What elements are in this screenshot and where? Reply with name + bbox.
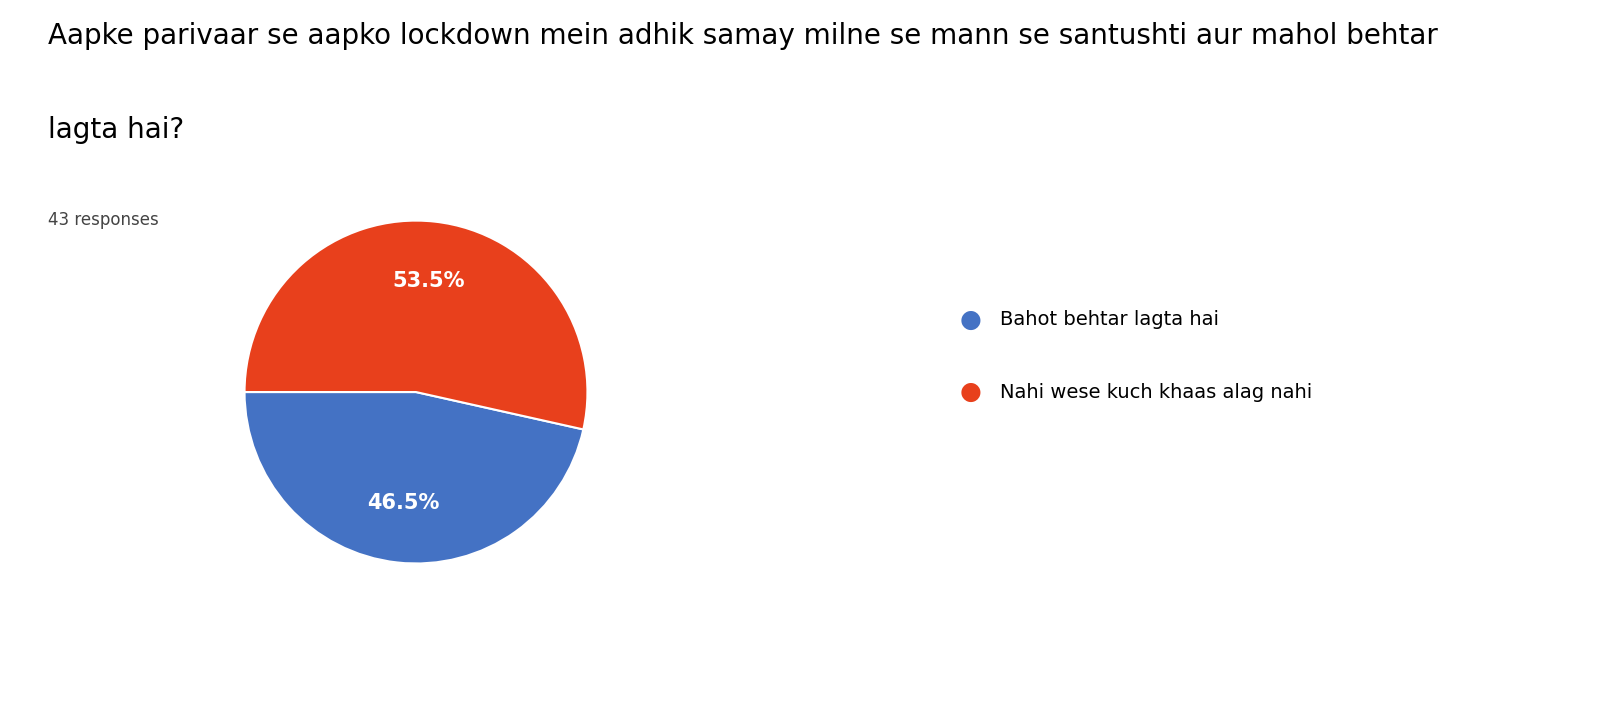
Text: ●: ● — [960, 307, 982, 332]
Text: ●: ● — [960, 380, 982, 404]
Text: 46.5%: 46.5% — [368, 493, 440, 513]
Text: lagta hai?: lagta hai? — [48, 116, 184, 144]
Text: 53.5%: 53.5% — [392, 272, 464, 291]
Text: Bahot behtar lagta hai: Bahot behtar lagta hai — [1000, 310, 1219, 329]
Text: Aapke parivaar se aapko lockdown mein adhik samay milne se mann se santushti aur: Aapke parivaar se aapko lockdown mein ad… — [48, 22, 1438, 50]
Text: 43 responses: 43 responses — [48, 211, 158, 229]
Wedge shape — [245, 392, 584, 563]
Text: Nahi wese kuch khaas alag nahi: Nahi wese kuch khaas alag nahi — [1000, 383, 1312, 401]
Wedge shape — [245, 221, 587, 430]
